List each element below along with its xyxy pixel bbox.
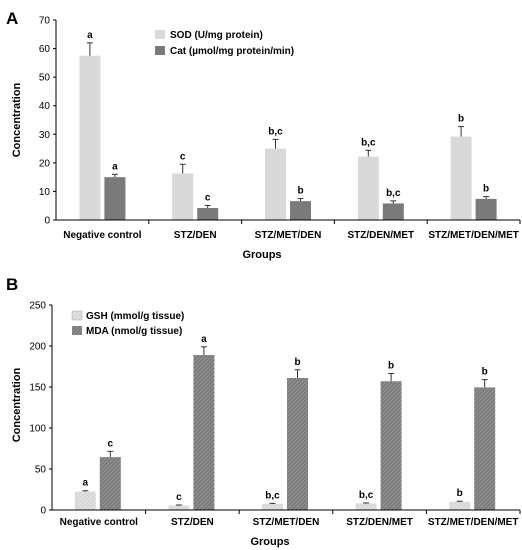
panel-a-bar-series1 bbox=[79, 55, 101, 220]
panel-a-bar-series2 bbox=[382, 203, 404, 220]
panel-a-y-tick-label: 60 bbox=[39, 44, 51, 55]
panel-a-bar-series2 bbox=[104, 177, 126, 220]
panel-a-significance-label: b bbox=[483, 184, 489, 195]
panel-a-bar-series1 bbox=[265, 148, 286, 220]
panel-a-category-label: STZ/DEN/MET bbox=[347, 230, 414, 241]
panel-b-category-label: STZ/MET/DEN/MET bbox=[428, 517, 519, 528]
panel-b-significance-label: c bbox=[108, 438, 114, 449]
panel-b-y-tick-label: 200 bbox=[29, 342, 46, 353]
panel-b-category-label: Negative control bbox=[60, 517, 139, 528]
panel-b-significance-label: b bbox=[457, 488, 463, 499]
panel-b-bar-series2 bbox=[99, 457, 121, 510]
panel-a-significance-label: b bbox=[297, 186, 303, 197]
panel-b-y-tick-label: 50 bbox=[35, 465, 47, 476]
panel-b-bar-series2 bbox=[193, 355, 215, 510]
panel-a-category-label: Negative control bbox=[63, 230, 142, 241]
legend-swatch-mda bbox=[72, 326, 82, 335]
panel-b-bar-series1 bbox=[262, 503, 283, 510]
panel-a-y-tick-label: 50 bbox=[39, 73, 51, 84]
legend-swatch-cat bbox=[155, 46, 165, 55]
panel-a-y-tick-label: 30 bbox=[39, 130, 51, 141]
panel-a-significance-label: a bbox=[112, 161, 118, 172]
panel-a-y-tick-label: 70 bbox=[39, 16, 51, 27]
panel-b-significance-label: b,c bbox=[265, 490, 280, 501]
panel-b-y-tick-label: 100 bbox=[29, 424, 46, 435]
panel-b-significance-label: b,c bbox=[359, 490, 374, 501]
panel-b-x-axis-label: Groups bbox=[250, 536, 289, 548]
panel-a-significance-label: b,c bbox=[386, 188, 401, 199]
panel-b-significance-label: c bbox=[176, 492, 182, 503]
panel-b-bar-series1 bbox=[355, 503, 377, 510]
chart-panel-b: B 0 50 100 150 200 250 a c c a b,c b b,c b b b Negativ… bbox=[6, 275, 521, 548]
panel-a-category-label: STZ/MET/DEN/MET bbox=[428, 230, 519, 241]
panel-b-y-tick-label: 150 bbox=[29, 383, 46, 394]
panel-a-y-tick-label: 0 bbox=[44, 216, 50, 227]
panel-a-bar-series1 bbox=[172, 173, 194, 220]
panel-a-significance-label: c bbox=[180, 151, 186, 162]
panel-a-category-label: STZ/DEN bbox=[174, 230, 217, 241]
chart-panel-a: A 0 10 20 30 40 50 60 70 a a c c b,c b b,c b,c b b Negat… bbox=[6, 9, 521, 261]
panel-b-bar-series2 bbox=[474, 387, 496, 510]
legend-label-sod: SOD (U/mg protein) bbox=[170, 30, 263, 41]
panel-b-significance-label: b bbox=[482, 367, 488, 378]
panel-a-significance-label: b,c bbox=[361, 137, 376, 148]
legend-swatch-sod bbox=[155, 30, 165, 39]
panel-b-letter: B bbox=[6, 275, 18, 294]
panel-b-y-tick-label: 250 bbox=[29, 301, 46, 312]
panel-a-x-axis-label: Groups bbox=[242, 249, 281, 261]
panel-b-significance-label: b bbox=[388, 360, 394, 371]
panel-b-category-label: STZ/DEN bbox=[171, 517, 214, 528]
panel-b-significance-label: a bbox=[83, 478, 89, 489]
panel-a-bar-series1 bbox=[450, 136, 472, 220]
legend-swatch-gsh bbox=[71, 310, 83, 321]
panel-b-category-label: STZ/DEN/MET bbox=[346, 517, 413, 528]
panel-a-y-tick-label: 20 bbox=[39, 158, 51, 169]
panel-a-letter: A bbox=[6, 9, 18, 28]
panel-a-bar-series1 bbox=[357, 156, 379, 220]
panel-a-bar-series2 bbox=[197, 208, 219, 220]
panel-b-y-axis-label: Concentration bbox=[11, 367, 23, 442]
panel-a-bar-series2 bbox=[290, 201, 311, 220]
panel-a-category-label: STZ/MET/DEN bbox=[255, 230, 322, 241]
panel-a-legend: SOD (U/mg protein) Cat (µmol/mg protein/… bbox=[155, 30, 294, 57]
panel-b-bar-series1 bbox=[449, 501, 471, 510]
panel-b-bar-series2 bbox=[287, 377, 308, 510]
legend-label-gsh: GSH (mmol/g tissue) bbox=[86, 311, 184, 322]
panel-a-significance-label: b,c bbox=[268, 126, 283, 137]
panel-a-significance-label: a bbox=[87, 30, 93, 41]
panel-b-bar-series1 bbox=[168, 505, 190, 510]
panel-a-y-tick-label: 40 bbox=[39, 101, 51, 112]
panel-b-significance-label: b bbox=[294, 357, 300, 368]
legend-label-mda: MDA (nmol/g tissue) bbox=[86, 326, 182, 337]
panel-a-y-tick-label: 10 bbox=[39, 187, 51, 198]
panel-b-bar-series2 bbox=[380, 381, 402, 510]
panel-b-significance-label: a bbox=[201, 334, 207, 345]
panel-a-y-axis-label: Concentration bbox=[11, 82, 23, 157]
panel-a-bar-series2 bbox=[475, 198, 497, 220]
panel-b-category-label: STZ/MET/DEN bbox=[253, 517, 320, 528]
panel-a-significance-label: b bbox=[458, 114, 464, 125]
panel-b-y-tick-label: 0 bbox=[40, 506, 46, 517]
legend-label-cat: Cat (µmol/mg protein/min) bbox=[170, 46, 294, 57]
panel-a-significance-label: c bbox=[205, 192, 211, 203]
panel-b-bar-series1 bbox=[74, 491, 96, 510]
panel-b-legend: GSH (mmol/g tissue) MDA (nmol/g tissue) bbox=[71, 310, 184, 337]
